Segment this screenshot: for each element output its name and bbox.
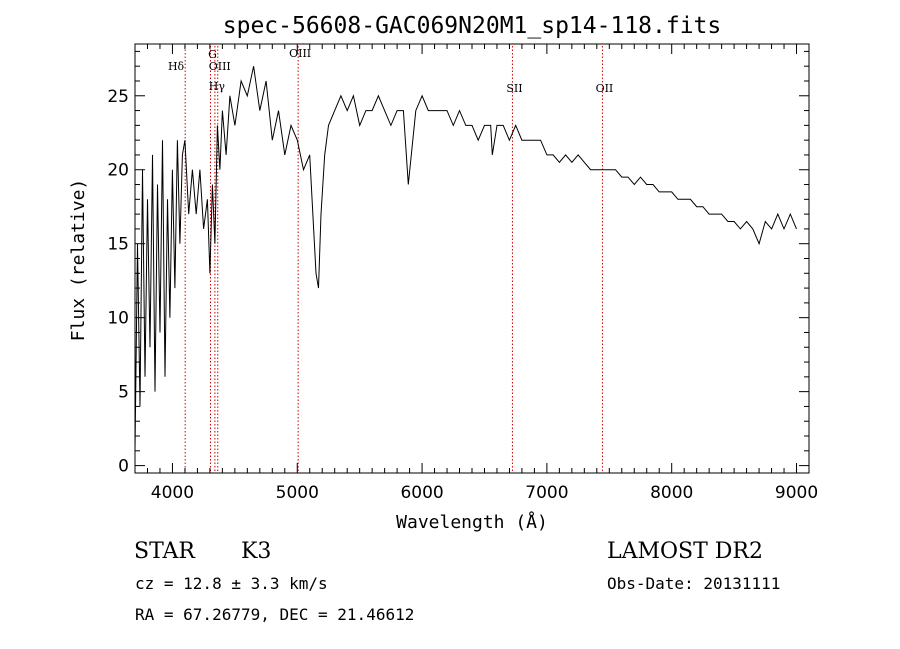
line-marker-label-4: OIII xyxy=(289,47,311,60)
plot-frame xyxy=(134,43,810,474)
line-marker-label-0: Hδ xyxy=(168,60,185,73)
line-marker-label-3: Hγ xyxy=(209,80,226,93)
object-subclass: K3 xyxy=(241,539,271,564)
x-axis-ticks: 4000 5000 6000 7000 8000 9000 xyxy=(146,44,818,503)
y-tick-label: 10 xyxy=(107,309,129,329)
line-marker-label-5: SII xyxy=(506,82,522,95)
y-tick-label: 15 xyxy=(107,235,129,255)
x-tick-label: 4000 xyxy=(151,483,194,503)
x-axis-label: Wavelength (Å) xyxy=(396,511,548,533)
line-marker-label-6: OII xyxy=(596,82,614,95)
y-axis-label: Flux (relative) xyxy=(68,179,89,342)
object-class: STAR xyxy=(134,539,196,564)
x-tick-label: 6000 xyxy=(400,483,443,503)
x-tick-label: 8000 xyxy=(650,483,693,503)
line-marker-label-1: G xyxy=(208,48,217,61)
obs-date-label: Obs-Date: 20131111 xyxy=(607,574,780,593)
y-tick-label: 20 xyxy=(107,161,129,181)
x-tick-label: 5000 xyxy=(276,483,319,503)
y-axis-ticks: 0 5 10 15 20 25 xyxy=(107,50,809,477)
line-marker-label-2: OIII xyxy=(209,60,231,73)
y-tick-label: 25 xyxy=(107,87,129,107)
chart-title: spec-56608-GAC069N20M1_sp14-118.fits xyxy=(223,13,722,39)
spectrum-line xyxy=(134,66,797,451)
redshift-label: cz = 12.8 ± 3.3 km/s xyxy=(135,574,328,593)
survey-label: LAMOST DR2 xyxy=(607,539,763,564)
y-tick-label: 5 xyxy=(118,383,129,403)
x-tick-label: 9000 xyxy=(775,483,818,503)
coordinates-label: RA = 67.26779, DEC = 21.46612 xyxy=(135,605,414,624)
y-tick-label: 0 xyxy=(118,457,129,477)
x-tick-label: 7000 xyxy=(525,483,568,503)
